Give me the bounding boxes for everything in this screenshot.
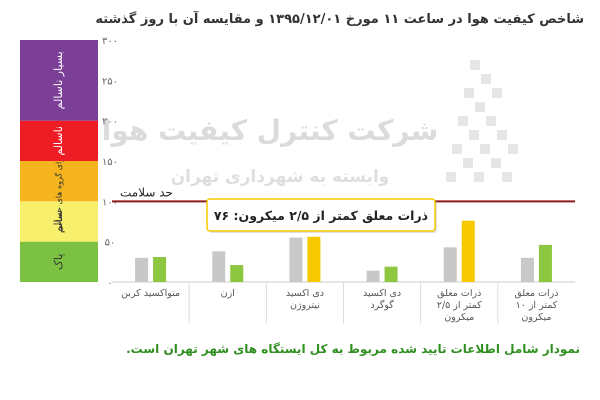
aqi-band-1	[20, 201, 98, 242]
y-tick-label: ۲۰۰	[102, 117, 118, 128]
bar-previous-day	[443, 247, 457, 282]
y-tick-label: ۳۰۰	[102, 36, 118, 47]
watermark-line1: شرکت کنترل کیفیت هوا	[102, 114, 438, 147]
bar-current	[153, 256, 167, 282]
bar-previous-day	[366, 270, 380, 282]
watermark-logo-dot	[474, 172, 484, 182]
y-tick-label: ۱۵۰	[102, 157, 118, 168]
watermark-logo-dot	[464, 88, 474, 98]
aqi-band-label-1: سالم	[52, 210, 65, 233]
watermark-logo-dot	[469, 130, 479, 140]
x-category-label: میکرون	[444, 312, 474, 323]
bar-previous-day	[520, 257, 534, 282]
watermark-logo-dot	[502, 172, 512, 182]
watermark-logo-dot	[470, 60, 480, 70]
chart-header: شاخص کیفیت هوا در ساعت ۱۱ مورخ ۱۳۹۵/۱۲/۰…	[95, 6, 590, 32]
bar-previous-day	[212, 251, 226, 282]
y-tick-label: ۱۰۰	[102, 197, 118, 208]
tooltip-text: ذرات معلق کمتر از ۲/۵ میکرون: ۷۶	[214, 208, 428, 223]
aqi-band-2	[20, 161, 98, 202]
x-category-label: گوگرد	[370, 299, 394, 311]
aqi-band-4	[20, 40, 98, 121]
aqi-band-label-4: بسیار ناسالم	[52, 51, 65, 109]
chart-title: شاخص کیفیت هوا در ساعت ۱۱ مورخ ۱۳۹۵/۱۲/۰…	[95, 11, 584, 27]
watermark-logo-dot	[480, 144, 490, 154]
x-category-label: کمتر از ۲/۵	[437, 300, 482, 311]
bar-current	[538, 244, 552, 282]
y-tick-label: ۵۰	[105, 238, 116, 249]
watermark-logo-dot	[492, 88, 502, 98]
watermark-logo-dot	[446, 172, 456, 182]
bar-current	[307, 236, 321, 282]
x-category-label: دی اکسید	[363, 288, 401, 299]
aqi-band-label-2: ناسالم برای گروه های حساس	[54, 131, 64, 231]
bar-previous-day	[135, 257, 149, 282]
y-tick-label: ۰	[107, 278, 112, 289]
watermark-logo-dot	[508, 144, 518, 154]
watermark-logo-dot	[452, 144, 462, 154]
aqi-band-label-0: پاک	[52, 254, 65, 270]
threshold-label: حد سلامت	[120, 185, 173, 199]
aqi-band-0	[20, 241, 98, 282]
footer-note: نمودار شامل اطلاعات تایید شده مربوط به ک…	[126, 342, 580, 356]
bar-previous-day	[289, 237, 303, 282]
aqi-band-3	[20, 120, 98, 161]
bar-current	[461, 220, 475, 282]
x-category-label: ذرات معلق	[514, 288, 558, 299]
watermark-logo-dot	[497, 130, 507, 140]
x-category-label: ازن	[221, 288, 235, 299]
x-category-label: کمتر از ۱۰	[516, 300, 558, 311]
x-category-label: ذرات معلق	[437, 288, 481, 299]
watermark-logo-dot	[475, 102, 485, 112]
x-category-label: متواکسید کربن	[121, 288, 180, 299]
tooltip-box	[206, 198, 436, 232]
bar-current	[384, 266, 398, 282]
watermark-logo-dot	[481, 74, 491, 84]
bar-current	[230, 265, 244, 282]
aqi-band-label-3: ناسالم	[52, 126, 65, 156]
x-category-label: نیتروژن	[290, 300, 320, 311]
x-category-label: دی اکسید	[286, 288, 324, 299]
watermark-logo-dot	[491, 158, 501, 168]
y-tick-label: ۲۵۰	[102, 76, 118, 87]
x-category-label: میکرون	[521, 312, 551, 323]
watermark-logo-dot	[458, 116, 468, 126]
watermark-logo-dot	[463, 158, 473, 168]
watermark-logo-dot	[486, 116, 496, 126]
watermark-line2: وابسته به شهرداری تهران	[171, 167, 390, 187]
